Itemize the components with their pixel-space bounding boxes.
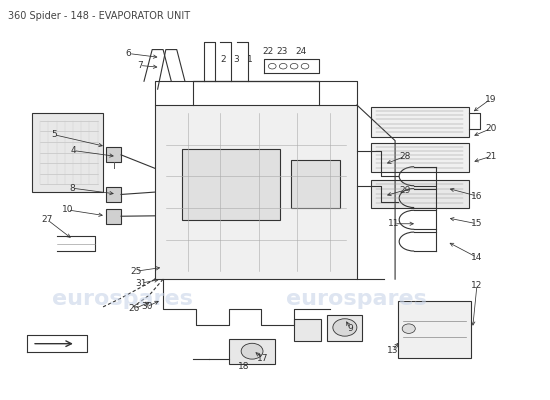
Text: 2: 2 bbox=[221, 55, 226, 64]
Text: 19: 19 bbox=[485, 94, 496, 104]
Text: 20: 20 bbox=[485, 124, 496, 133]
Text: 24: 24 bbox=[295, 47, 307, 56]
Text: 5: 5 bbox=[51, 130, 57, 139]
Text: 360 Spider - 148 - EVAPORATOR UNIT: 360 Spider - 148 - EVAPORATOR UNIT bbox=[8, 11, 190, 21]
Text: 11: 11 bbox=[388, 219, 400, 228]
Circle shape bbox=[241, 343, 263, 359]
Text: 28: 28 bbox=[399, 152, 411, 161]
Bar bbox=[294, 319, 321, 340]
Text: 16: 16 bbox=[471, 192, 483, 200]
Bar bbox=[106, 147, 121, 162]
Text: 4: 4 bbox=[70, 146, 76, 155]
Text: 18: 18 bbox=[238, 362, 250, 371]
Text: 26: 26 bbox=[129, 304, 140, 313]
Circle shape bbox=[402, 324, 415, 333]
Bar bbox=[327, 315, 362, 340]
Text: 8: 8 bbox=[69, 184, 75, 193]
Bar bbox=[371, 180, 469, 208]
Text: 21: 21 bbox=[485, 152, 496, 161]
Text: 29: 29 bbox=[399, 186, 411, 195]
Text: 3: 3 bbox=[233, 55, 239, 64]
Text: eurospares: eurospares bbox=[52, 289, 192, 309]
Bar bbox=[292, 160, 340, 208]
Text: 1: 1 bbox=[246, 55, 252, 64]
Bar bbox=[106, 187, 121, 202]
Text: 31: 31 bbox=[135, 279, 147, 288]
Bar bbox=[371, 143, 469, 172]
Circle shape bbox=[333, 319, 357, 336]
Bar bbox=[106, 209, 121, 224]
Text: 14: 14 bbox=[471, 253, 483, 262]
Text: 30: 30 bbox=[141, 302, 152, 311]
Text: 25: 25 bbox=[130, 267, 141, 276]
Bar bbox=[32, 113, 103, 192]
Bar bbox=[371, 107, 469, 137]
Text: 9: 9 bbox=[348, 324, 353, 333]
Text: 27: 27 bbox=[42, 215, 53, 224]
Text: 6: 6 bbox=[126, 49, 131, 58]
Text: 23: 23 bbox=[277, 47, 288, 56]
Text: eurospares: eurospares bbox=[287, 289, 427, 309]
Text: 10: 10 bbox=[62, 205, 73, 214]
Text: 12: 12 bbox=[471, 281, 483, 290]
Bar bbox=[398, 301, 471, 358]
Text: 22: 22 bbox=[262, 47, 273, 56]
Bar bbox=[155, 105, 357, 279]
Text: 13: 13 bbox=[387, 346, 398, 355]
Text: 17: 17 bbox=[257, 354, 269, 363]
Bar bbox=[182, 148, 280, 220]
Text: 15: 15 bbox=[471, 219, 483, 228]
Text: 7: 7 bbox=[137, 61, 142, 70]
Bar bbox=[229, 338, 275, 364]
